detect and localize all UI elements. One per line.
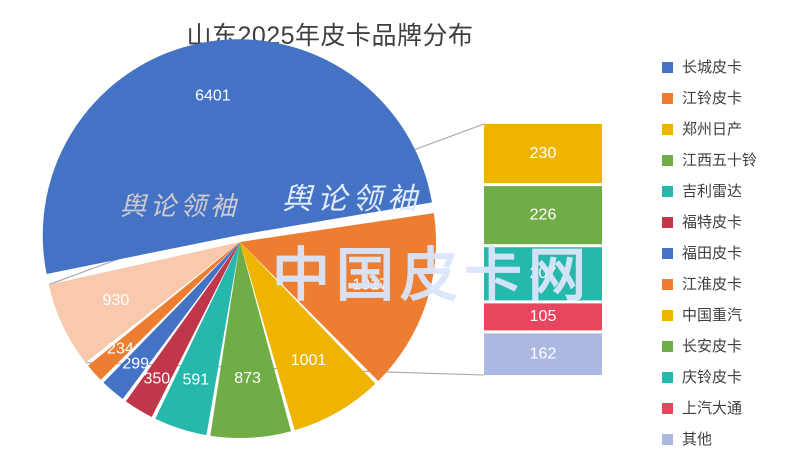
breakout-bar-labels-group: 230 226 207 105 162 xyxy=(530,145,557,363)
legend-item-label: 江西五十铃 xyxy=(682,152,758,169)
pie-slice-value-label: 299 xyxy=(122,356,149,373)
pie-slice-value-label: 6401 xyxy=(195,88,231,105)
legend-item[interactable]: 福田皮卡 xyxy=(662,238,798,269)
pie-slices-group xyxy=(42,39,437,439)
legend-color-swatch-icon xyxy=(662,93,673,104)
legend-item[interactable]: 庆铃皮卡 xyxy=(662,362,798,393)
pie-slice[interactable] xyxy=(125,242,240,418)
legend-item-label: 上汽大通 xyxy=(682,400,743,417)
breakout-bar-segment[interactable] xyxy=(484,333,602,375)
legend-color-swatch-icon xyxy=(662,403,673,414)
chart-legend: 长城皮卡江铃皮卡郑州日产江西五十铃吉利雷达福特皮卡福田皮卡江淮皮卡中国重汽长安皮… xyxy=(662,52,798,455)
pie-slice-value-label: 350 xyxy=(143,371,170,388)
breakout-bar-segment[interactable] xyxy=(484,186,602,245)
legend-item-label: 福特皮卡 xyxy=(682,214,743,231)
legend-item-label: 长城皮卡 xyxy=(682,59,743,76)
legend-item-label: 其他 xyxy=(682,431,713,448)
legend-color-swatch-icon xyxy=(662,341,673,352)
legend-item[interactable]: 江西五十铃 xyxy=(662,145,798,176)
legend-item[interactable]: 江铃皮卡 xyxy=(662,83,798,114)
legend-color-swatch-icon xyxy=(662,248,673,259)
breakout-bar-value-label: 207 xyxy=(530,265,557,282)
legend-color-swatch-icon xyxy=(662,62,673,73)
legend-item[interactable]: 上汽大通 xyxy=(662,393,798,424)
legend-item[interactable]: 福特皮卡 xyxy=(662,207,798,238)
legend-item[interactable]: 吉利雷达 xyxy=(662,176,798,207)
pie-slice[interactable] xyxy=(155,242,240,436)
legend-color-swatch-icon xyxy=(662,279,673,290)
pie-slice-value-label: 930 xyxy=(103,292,130,309)
legend-item-label: 中国重汽 xyxy=(682,307,743,324)
pie-slice[interactable] xyxy=(48,242,241,363)
pie-slice[interactable] xyxy=(240,213,437,381)
legend-color-swatch-icon xyxy=(662,372,673,383)
legend-item[interactable]: 江淮皮卡 xyxy=(662,269,798,300)
legend-color-swatch-icon xyxy=(662,186,673,197)
breakout-bar-value-label: 230 xyxy=(530,145,557,162)
pie-slice-value-label: 591 xyxy=(182,371,209,388)
legend-item-label: 江铃皮卡 xyxy=(682,90,743,107)
legend-item-label: 长安皮卡 xyxy=(682,338,743,355)
pie-slice[interactable] xyxy=(240,242,376,431)
breakout-bar-segment[interactable] xyxy=(484,303,602,331)
breakout-bar-value-label: 226 xyxy=(530,206,557,223)
pie-slice-value-label: 234 xyxy=(107,341,134,358)
legend-color-swatch-icon xyxy=(662,434,673,445)
legend-item[interactable]: 郑州日产 xyxy=(662,114,798,145)
pie-slice-value-label: 1917 xyxy=(352,276,388,293)
legend-item[interactable]: 其他 xyxy=(662,424,798,455)
breakout-bar-value-label: 162 xyxy=(530,345,557,362)
pie-slice[interactable] xyxy=(210,242,291,439)
legend-color-swatch-icon xyxy=(662,310,673,321)
legend-item[interactable]: 长安皮卡 xyxy=(662,331,798,362)
pie-slice-value-label: 1001 xyxy=(291,352,327,369)
breakout-bar-value-label: 105 xyxy=(530,308,557,325)
legend-item-label: 江淮皮卡 xyxy=(682,276,743,293)
breakout-bar-segment[interactable] xyxy=(484,124,602,184)
legend-item-label: 郑州日产 xyxy=(682,121,743,138)
legend-color-swatch-icon xyxy=(662,155,673,166)
legend-item-label: 福田皮卡 xyxy=(682,245,743,262)
legend-color-swatch-icon xyxy=(662,217,673,228)
pie-slice[interactable] xyxy=(103,242,241,400)
pie-slice[interactable] xyxy=(42,39,432,274)
legend-color-swatch-icon xyxy=(662,124,673,135)
pie-slice-value-label: 873 xyxy=(234,370,261,387)
legend-item-label: 吉利雷达 xyxy=(682,183,743,200)
legend-item[interactable]: 长城皮卡 xyxy=(662,52,798,83)
breakout-bar-group xyxy=(484,124,602,375)
breakout-bar-segment[interactable] xyxy=(484,247,602,301)
legend-item-label: 庆铃皮卡 xyxy=(682,369,743,386)
pie-slice[interactable] xyxy=(88,242,240,380)
legend-item[interactable]: 中国重汽 xyxy=(662,300,798,331)
